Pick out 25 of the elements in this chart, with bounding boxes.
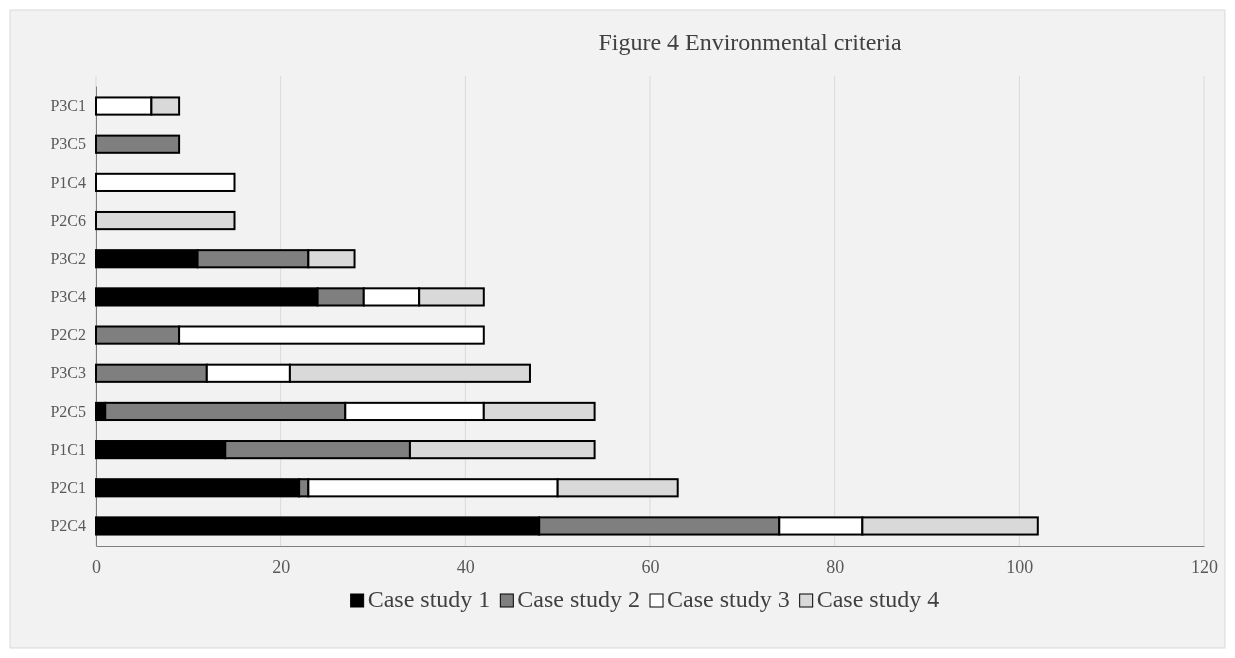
- y-tick-label: P2C4: [50, 517, 86, 535]
- y-tick-label: P2C5: [50, 402, 86, 420]
- x-tick-label: 40: [456, 556, 475, 577]
- x-tick-label: 120: [1191, 556, 1218, 577]
- chart-title: Figure 4 Environmental criteria: [598, 29, 902, 55]
- y-tick-label: P1C4: [50, 173, 86, 191]
- x-tick-label: 20: [272, 556, 291, 577]
- y-tick-label: P2C2: [50, 326, 86, 344]
- legend-label: Case study 4: [816, 586, 940, 612]
- y-tick-label: P3C3: [50, 364, 86, 382]
- bar: [95, 172, 236, 192]
- legend-label: Case study 2: [517, 586, 640, 612]
- y-tick-label: P3C1: [50, 97, 86, 115]
- x-tick-label: 0: [92, 556, 101, 577]
- legend-label: Case study 1: [367, 586, 491, 612]
- y-tick-label: P2C6: [50, 211, 86, 229]
- y-tick-label: P1C1: [50, 440, 86, 458]
- y-tick-label: P3C4: [50, 288, 86, 306]
- y-tick-label: P2C1: [50, 478, 86, 496]
- y-tick-label: P3C5: [50, 135, 86, 153]
- y-tick-label: P3C2: [50, 249, 86, 267]
- x-tick-label: 80: [826, 556, 845, 577]
- legend-label: Case study 3: [667, 586, 790, 612]
- x-tick-label: 60: [641, 556, 660, 577]
- x-tick-label: 100: [1006, 556, 1034, 577]
